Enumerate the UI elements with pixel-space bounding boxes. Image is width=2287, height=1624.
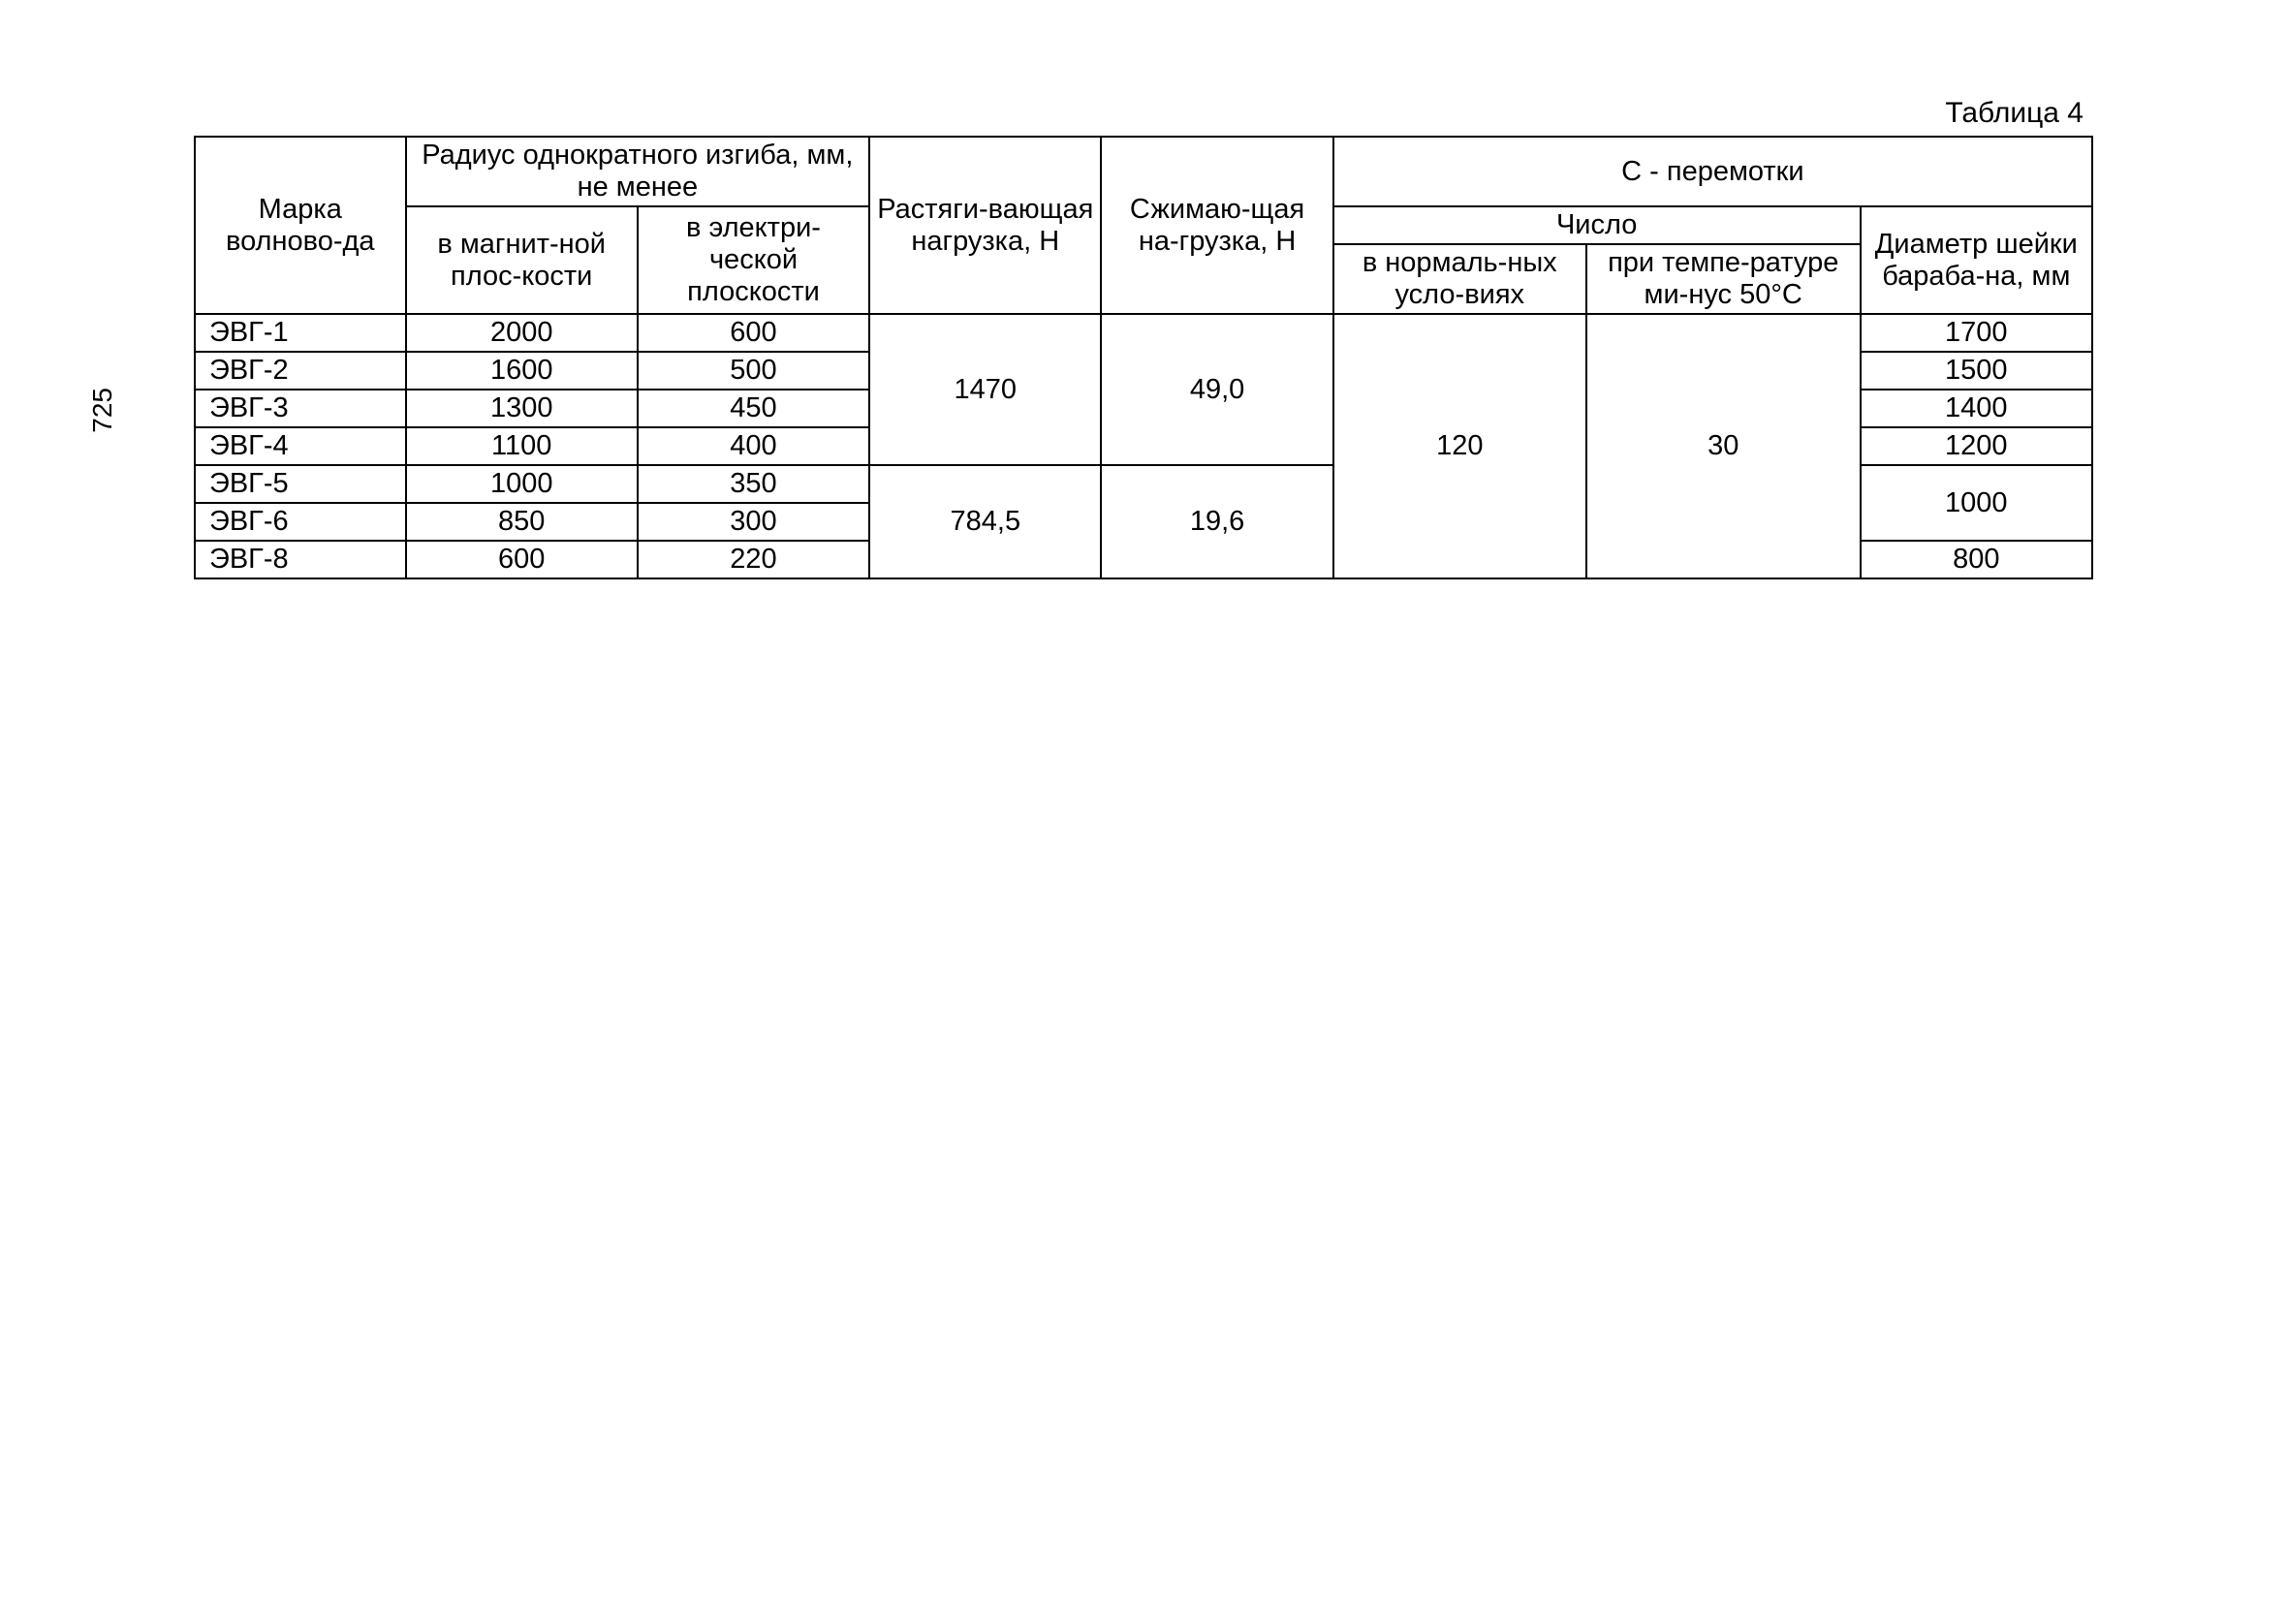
cell-elec: 600 bbox=[638, 314, 869, 352]
table-body: ЭВГ-1 2000 600 1470 49,0 120 30 1700 ЭВГ… bbox=[195, 314, 2092, 578]
cell-mag: 2000 bbox=[406, 314, 638, 352]
cell-compress-5-7: 19,6 bbox=[1101, 465, 1332, 578]
cell-diam: 1500 bbox=[1861, 352, 2092, 390]
table-row: ЭВГ-1 2000 600 1470 49,0 120 30 1700 bbox=[195, 314, 2092, 352]
cell-mag: 1300 bbox=[406, 390, 638, 427]
header-compress: Сжимаю-щая на-грузка, Н bbox=[1101, 137, 1332, 314]
header-rewind-group: С - перемотки bbox=[1333, 137, 2092, 206]
cell-mag: 850 bbox=[406, 503, 638, 541]
cell-elec: 350 bbox=[638, 465, 869, 503]
header-radius-mag: в магнит-ной плос-кости bbox=[406, 206, 638, 314]
cell-marka: ЭВГ-6 bbox=[195, 503, 406, 541]
cell-mag: 1000 bbox=[406, 465, 638, 503]
cell-diam: 1400 bbox=[1861, 390, 2092, 427]
cell-diam: 1200 bbox=[1861, 427, 2092, 465]
cell-marka: ЭВГ-5 bbox=[195, 465, 406, 503]
cell-tensile-1-4: 1470 bbox=[869, 314, 1101, 465]
data-table: Марка волново-да Радиус однократного изг… bbox=[194, 136, 2093, 579]
cell-marka: ЭВГ-3 bbox=[195, 390, 406, 427]
header-rewind-normal: в нормаль-ных усло-виях bbox=[1333, 244, 1586, 314]
table-header: Марка волново-да Радиус однократного изг… bbox=[195, 137, 2092, 314]
page-number: 725 bbox=[87, 388, 118, 433]
cell-marka: ЭВГ-8 bbox=[195, 541, 406, 578]
cell-mag: 1100 bbox=[406, 427, 638, 465]
cell-tensile-5-7: 784,5 bbox=[869, 465, 1101, 578]
cell-temp-all: 30 bbox=[1586, 314, 1861, 578]
header-tensile: Растяги-вающая нагрузка, Н bbox=[869, 137, 1101, 314]
cell-elec: 400 bbox=[638, 427, 869, 465]
cell-diam-5-6: 1000 bbox=[1861, 465, 2092, 541]
cell-mag: 600 bbox=[406, 541, 638, 578]
cell-marka: ЭВГ-2 bbox=[195, 352, 406, 390]
header-diam: Диаметр шейки бараба-на, мм bbox=[1861, 206, 2092, 314]
cell-marka: ЭВГ-4 bbox=[195, 427, 406, 465]
cell-mag: 1600 bbox=[406, 352, 638, 390]
cell-normal-all: 120 bbox=[1333, 314, 1586, 578]
header-rewind-count: Число bbox=[1333, 206, 1861, 244]
cell-diam: 800 bbox=[1861, 541, 2092, 578]
cell-marka: ЭВГ-1 bbox=[195, 314, 406, 352]
header-row-1: Марка волново-да Радиус однократного изг… bbox=[195, 137, 2092, 206]
header-rewind-temp: при темпе-ратуре ми-нус 50°С bbox=[1586, 244, 1861, 314]
cell-diam: 1700 bbox=[1861, 314, 2092, 352]
header-marka: Марка волново-да bbox=[195, 137, 406, 314]
cell-elec: 450 bbox=[638, 390, 869, 427]
table-caption: Таблица 4 bbox=[194, 97, 2093, 130]
cell-elec: 300 bbox=[638, 503, 869, 541]
cell-compress-1-4: 49,0 bbox=[1101, 314, 1332, 465]
cell-elec: 500 bbox=[638, 352, 869, 390]
cell-elec: 220 bbox=[638, 541, 869, 578]
page-wrapper: 725 Таблица 4 Марка волново-да Радиус од… bbox=[194, 97, 2093, 579]
header-radius-elec: в электри-ческой плоскости bbox=[638, 206, 869, 314]
header-radius-group: Радиус однократного изгиба, мм, не менее bbox=[406, 137, 870, 206]
